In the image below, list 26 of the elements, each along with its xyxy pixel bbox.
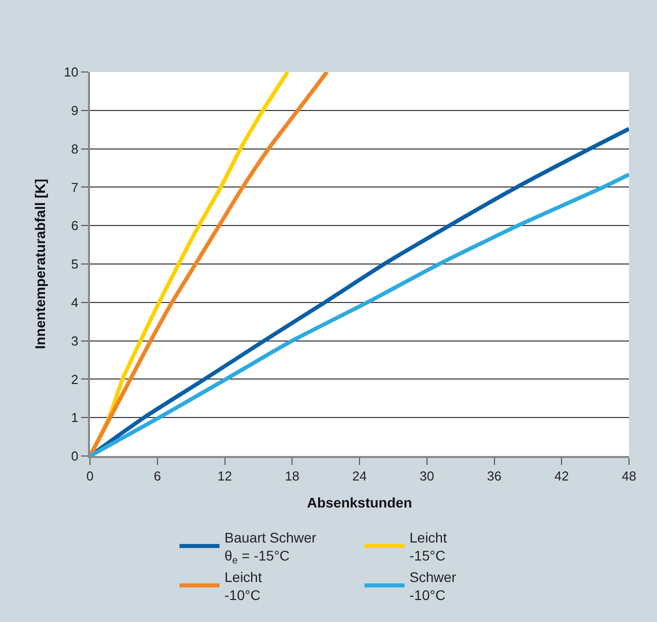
x-axis-title: Absenkstunden (306, 494, 412, 510)
y-tick-label: 5 (71, 256, 78, 272)
legend-label: Schwer -10°C (410, 568, 457, 603)
y-tick-label: 6 (71, 218, 78, 234)
y-tick-label: 10 (64, 64, 78, 80)
legend-label: Bauart Schwer θ$_{e}$ = -15°C (224, 529, 317, 566)
y-tick-label: 0 (71, 448, 78, 464)
x-tick-label: 0 (86, 468, 94, 484)
x-tick-label: 18 (284, 468, 300, 484)
x-tick-label: 30 (420, 468, 434, 484)
y-tick-label: 1 (71, 410, 78, 426)
legend-label: Leicht -10°C (224, 568, 262, 603)
x-tick-label: 6 (154, 468, 161, 484)
x-tick-label: 42 (554, 468, 569, 484)
x-tick-label: 48 (622, 468, 636, 484)
y-tick-label: 8 (71, 141, 78, 156)
x-tick-label: 24 (352, 468, 367, 484)
y-tick-label: 9 (71, 102, 78, 118)
x-tick-label: 36 (487, 468, 502, 484)
y-tick-label: 2 (71, 372, 78, 387)
y-tick-label: 4 (71, 294, 78, 310)
legend-label: Leicht -15°C (410, 529, 447, 564)
y-tick-label: 3 (71, 333, 78, 348)
x-tick-label: 12 (218, 468, 232, 484)
y-axis-title: Innentemperaturabfall [K] (32, 178, 48, 350)
y-tick-label: 7 (71, 180, 78, 195)
